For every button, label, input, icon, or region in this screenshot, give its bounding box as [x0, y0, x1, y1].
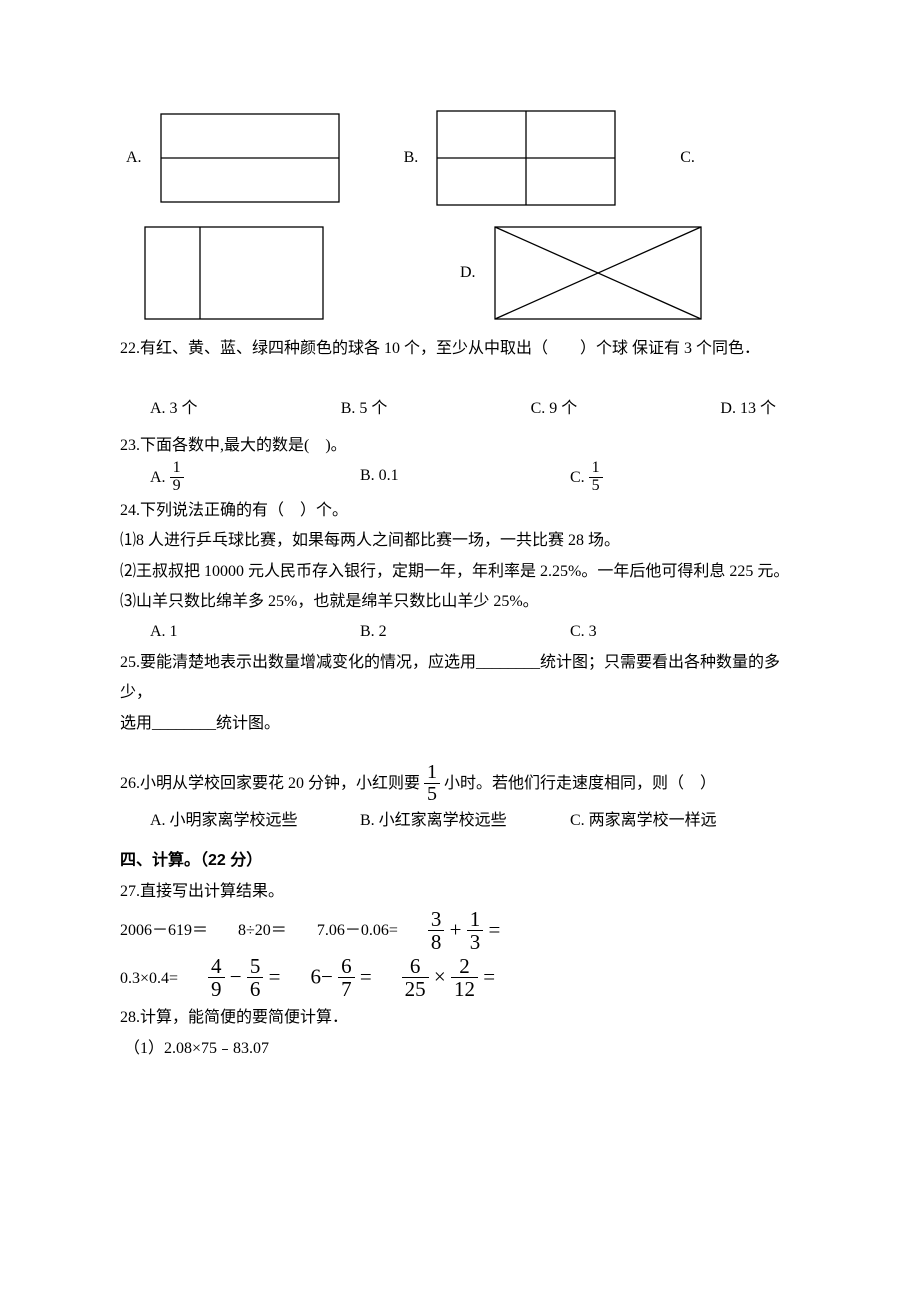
q21-opt-a-figure: [160, 113, 340, 203]
q21-opt-d-figure: [494, 226, 702, 320]
blank-input[interactable]: ________: [476, 654, 540, 671]
q26-opt-a: A. 小明家离学校远些: [150, 806, 360, 836]
q28-text: 28.计算，能简便的要简便计算．: [120, 1003, 800, 1033]
fraction: 19: [170, 460, 184, 495]
denominator: 7: [338, 978, 355, 1000]
q24-opt-b: B. 2: [360, 617, 570, 647]
q23-opt-a-prefix: A.: [150, 469, 170, 486]
numerator: 1: [170, 460, 184, 478]
numerator: 1: [467, 908, 484, 931]
denominator: 6: [247, 978, 264, 1000]
denominator: 5: [589, 478, 603, 495]
equals: =: [360, 965, 372, 989]
q25-line2: 选用________统计图。: [120, 709, 800, 739]
numerator: 1: [424, 762, 440, 784]
q24-line3: ⑶山羊只数比绵羊多 25%，也就是绵羊只数比山羊少 25%。: [120, 587, 800, 617]
denominator: 3: [467, 931, 484, 953]
spacer: [120, 364, 800, 388]
q22-opt-d: D. 13 个: [720, 394, 776, 424]
q27-row2: 0.3×0.4= 49 − 56 = 6− 67 = 625 × 212 =: [120, 956, 800, 1001]
q21-opt-c-figure: [144, 226, 324, 320]
numerator: 2: [451, 955, 478, 978]
q25-line2-pre: 选用: [120, 715, 152, 732]
q21-options-row1: A. B. C.: [120, 110, 800, 206]
numerator: 4: [208, 955, 225, 978]
operator: −: [230, 965, 242, 989]
calc-item: 38 + 13 =: [428, 909, 500, 954]
numerator: 6: [338, 955, 355, 978]
q25-line1: 25.要能清楚地表示出数量增减变化的情况，应选用________统计图；只需要看…: [120, 648, 800, 709]
fraction: 15: [424, 762, 440, 805]
q23-opt-a: A. 19: [150, 461, 360, 496]
q24-text: 24.下列说法正确的有（ ）个。: [120, 496, 800, 526]
fraction: 49: [208, 955, 225, 1000]
numerator: 6: [402, 955, 429, 978]
q23-options: A. 19 B. 0.1 C. 15: [120, 461, 800, 496]
fraction: 67: [338, 955, 355, 1000]
fraction: 625: [402, 955, 429, 1000]
q22-opt-a: A. 3 个: [150, 394, 198, 424]
denominator: 5: [424, 784, 440, 805]
q26-options: A. 小明家离学校远些 B. 小红家离学校远些 C. 两家离学校一样远: [120, 806, 800, 836]
operator: ×: [434, 965, 446, 989]
q22-text: 22.有红、黄、蓝、绿四种颜色的球各 10 个，至少从中取出（ ）个球 保证有 …: [120, 334, 800, 364]
equals: =: [483, 965, 495, 989]
equals: =: [269, 965, 281, 989]
q24-options: A. 1 B. 2 C. 3: [120, 617, 800, 647]
q22-opt-b: B. 5 个: [341, 394, 388, 424]
fraction: 56: [247, 955, 264, 1000]
calc-item: 7.06－0.06=: [317, 916, 398, 946]
equals: =: [488, 917, 500, 941]
q21-opt-d-label: D.: [460, 258, 476, 288]
q27-row1: 2006－619＝ 8÷20＝ 7.06－0.06= 38 + 13 =: [120, 909, 800, 954]
calc-item: 6− 67 =: [310, 956, 371, 1001]
q23-opt-c: C. 15: [570, 461, 780, 496]
q24-line2: ⑵王叔叔把 10000 元人民币存入银行，定期一年，年利率是 2.25%。一年后…: [120, 557, 800, 587]
q21-opt-c-label: C.: [680, 143, 695, 173]
denominator: 9: [170, 478, 184, 495]
q22-options: A. 3 个 B. 5 个 C. 9 个 D. 13 个: [120, 388, 800, 430]
denominator: 8: [428, 931, 445, 953]
q23-text: 23.下面各数中,最大的数是( )。: [120, 431, 800, 461]
q26-pre: 26.小明从学校回家要花 20 分钟，小红则要: [120, 775, 424, 792]
q24-line1: ⑴8 人进行乒乓球比赛，如果每两人之间都比赛一场，一共比赛 28 场。: [120, 526, 800, 556]
blank-input[interactable]: ________: [152, 715, 216, 732]
calc-item: 8÷20＝: [238, 916, 287, 946]
fraction: 15: [589, 460, 603, 495]
q24-opt-a: A. 1: [150, 617, 360, 647]
q21-options-row2: D.: [120, 226, 800, 320]
q22-opt-c: C. 9 个: [531, 394, 578, 424]
section-4-title: 四、计算。（22 分）: [120, 846, 800, 876]
q21-opt-b-label: B.: [404, 143, 419, 173]
q26-text: 26.小明从学校回家要花 20 分钟，小红则要 15 小时。若他们行走速度相同，…: [120, 763, 800, 806]
calc-item: 0.3×0.4=: [120, 964, 178, 994]
q26-post: 小时。若他们行走速度相同，则（ ）: [440, 775, 716, 792]
q25-line2-post: 统计图。: [216, 715, 280, 732]
q21-opt-a-label: A.: [126, 143, 142, 173]
q25-pre: 25.要能清楚地表示出数量增减变化的情况，应选用: [120, 654, 476, 671]
operator: +: [450, 917, 462, 941]
q28-sub1: （1）2.08×75﹣83.07: [120, 1034, 800, 1064]
q23-opt-b: B. 0.1: [360, 461, 570, 496]
denominator: 9: [208, 978, 225, 1000]
spacer: [120, 739, 800, 763]
calc-item: 2006－619＝: [120, 916, 208, 946]
calc-prefix: 6−: [310, 965, 332, 989]
q21-opt-b-figure: [436, 110, 616, 206]
denominator: 12: [451, 978, 478, 1000]
fraction: 13: [467, 908, 484, 953]
q27-text: 27.直接写出计算结果。: [120, 877, 800, 907]
fraction: 212: [451, 955, 478, 1000]
q26-opt-b: B. 小红家离学校远些: [360, 806, 570, 836]
calc-item: 49 − 56 =: [208, 956, 280, 1001]
numerator: 3: [428, 908, 445, 931]
q23-opt-c-prefix: C.: [570, 469, 589, 486]
q26-opt-c: C. 两家离学校一样远: [570, 806, 780, 836]
q24-opt-c: C. 3: [570, 617, 780, 647]
numerator: 5: [247, 955, 264, 978]
denominator: 25: [402, 978, 429, 1000]
numerator: 1: [589, 460, 603, 478]
calc-item: 625 × 212 =: [402, 956, 495, 1001]
fraction: 38: [428, 908, 445, 953]
